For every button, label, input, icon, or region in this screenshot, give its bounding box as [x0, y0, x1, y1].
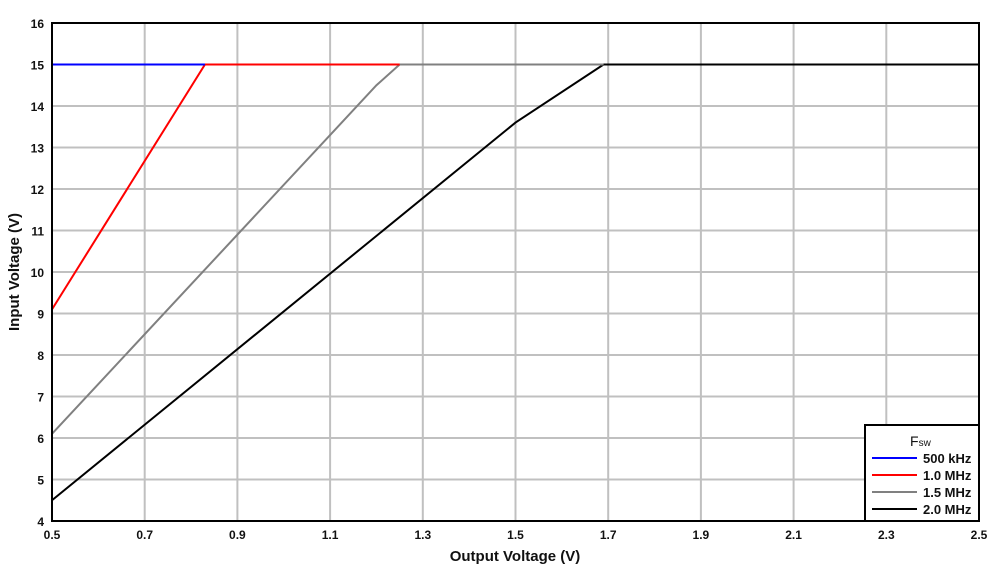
- y-tick-label: 16: [31, 17, 45, 31]
- axes: [51, 22, 980, 522]
- series-line-2-0-mhz: [51, 63, 979, 502]
- x-tick-label: 1.5: [507, 528, 524, 542]
- y-tick-label: 9: [37, 308, 44, 322]
- y-tick-label: 5: [37, 474, 44, 488]
- x-tick-label: 1.9: [693, 528, 710, 542]
- y-tick-label: 8: [37, 349, 44, 363]
- x-tick-label: 1.1: [322, 528, 339, 542]
- y-tick-label: 14: [31, 100, 45, 114]
- y-tick-label: 15: [31, 59, 45, 73]
- x-tick-label: 2.3: [878, 528, 895, 542]
- x-tick-label: 1.3: [414, 528, 431, 542]
- y-tick-label: 13: [31, 142, 45, 156]
- y-tick-label: 4: [37, 515, 44, 529]
- x-tick-label: 1.7: [600, 528, 617, 542]
- plot-frame: [51, 22, 980, 522]
- grid: [51, 22, 980, 522]
- y-axis-label: Input Voltage (V): [6, 213, 23, 331]
- tick-labels: 0.5 0.7 0.9 1.1 1.3 1.5 1.7 1.9 2.1 2.3 2.5 4 5 6 7 8 9 1…: [31, 17, 988, 542]
- x-tick-label: 2.5: [971, 528, 988, 542]
- y-tick-label: 6: [37, 432, 44, 446]
- y-tick-label: 7: [37, 391, 44, 405]
- x-tick-label: 0.7: [136, 528, 153, 542]
- y-tick-label: 11: [31, 225, 44, 239]
- series-lines: [51, 63, 979, 502]
- x-axis-label: Output Voltage (V): [450, 548, 581, 565]
- x-tick-label: 2.1: [785, 528, 802, 542]
- x-tick-label: 0.9: [229, 528, 246, 542]
- y-tick-label: 10: [31, 266, 45, 280]
- legend-entry: 2.0 MHz: [923, 502, 972, 517]
- legend-box: [864, 424, 980, 522]
- series-line-1-5-mhz: [51, 63, 604, 435]
- y-tick-label: 12: [31, 183, 45, 197]
- x-tick-label: 0.5: [44, 528, 61, 542]
- legend-entry: 500 kHz: [923, 451, 972, 466]
- legend-entry: 1.5 MHz: [923, 485, 972, 500]
- legend-entry: 1.0 MHz: [923, 468, 972, 483]
